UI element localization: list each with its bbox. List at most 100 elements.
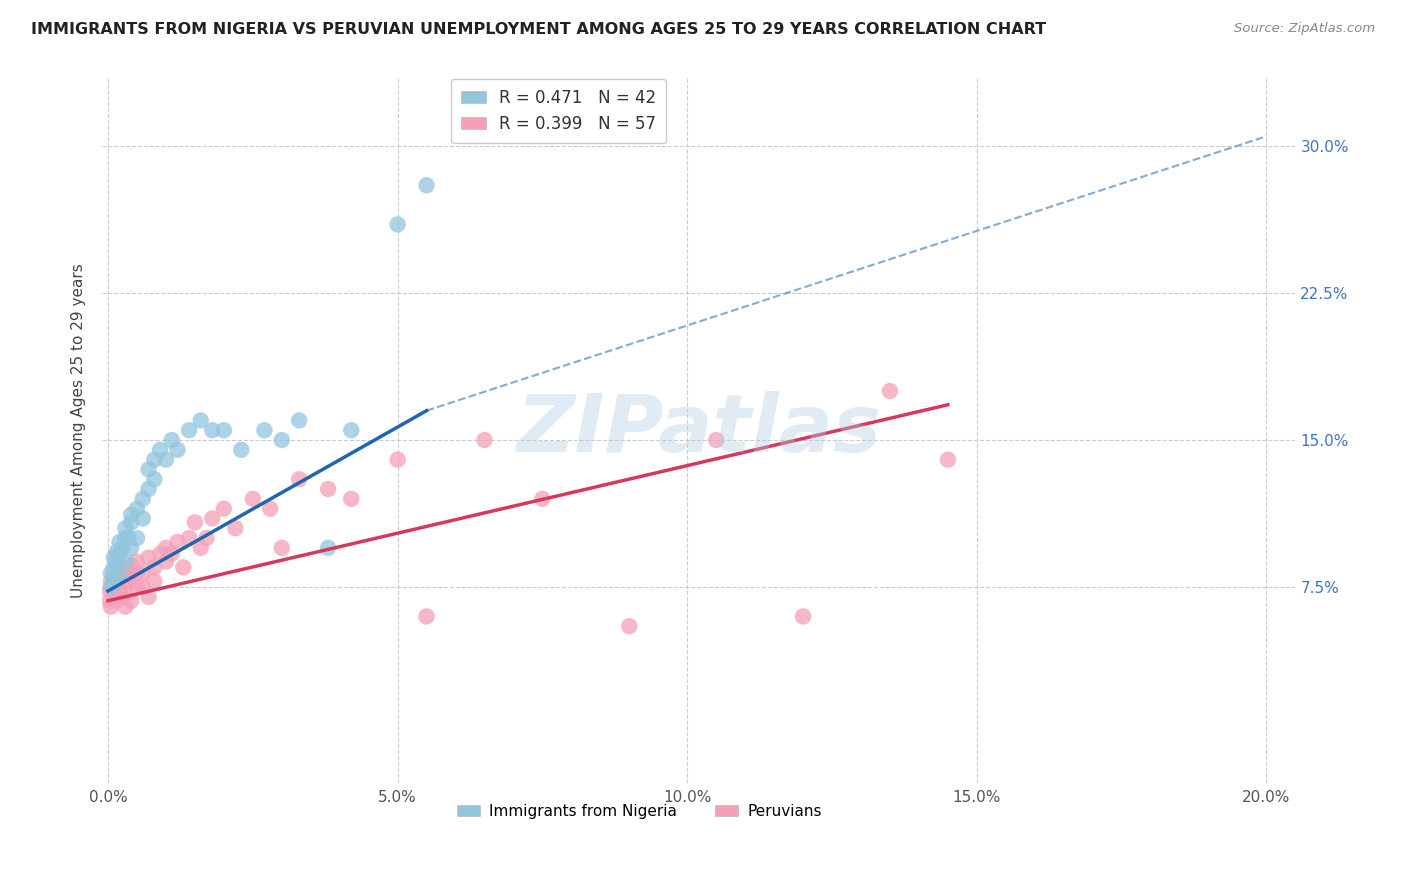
Point [212,423,235,437]
Point [132,580,155,594]
Point [288,472,311,486]
Point [103,560,125,574]
Point [120,570,142,584]
Point [108,574,131,589]
Point [149,547,172,561]
Point [415,178,437,193]
Point [474,433,496,447]
Point [184,516,207,530]
Point [212,501,235,516]
Point [316,541,339,555]
Point [117,574,139,589]
Point [270,541,292,555]
Point [132,511,155,525]
Point [172,560,194,574]
Point [103,580,125,594]
Point [108,586,131,600]
Point [149,442,172,457]
Text: ZIPatlas: ZIPatlas [516,392,882,469]
Point [190,413,212,427]
Point [105,593,128,607]
Point [100,599,122,614]
Point [138,462,160,476]
Point [270,433,292,447]
Point [155,452,177,467]
Point [531,491,554,506]
Point [704,433,727,447]
Point [195,531,218,545]
Point [143,472,166,486]
Point [114,566,136,581]
Point [177,423,200,437]
Point [100,580,122,594]
Point [103,574,125,589]
Y-axis label: Unemployment Among Ages 25 to 29 years: Unemployment Among Ages 25 to 29 years [72,263,86,598]
Point [160,547,183,561]
Point [117,531,139,545]
Point [114,599,136,614]
Point [111,541,134,555]
Point [108,535,131,549]
Point [114,531,136,545]
Point [103,590,125,604]
Point [103,550,125,565]
Point [108,570,131,584]
Point [160,433,183,447]
Point [114,555,136,569]
Point [177,531,200,545]
Point [114,580,136,594]
Point [231,442,253,457]
Point [879,384,901,398]
Point [114,521,136,535]
Point [100,574,122,589]
Point [120,508,142,522]
Point [138,482,160,496]
Point [259,501,281,516]
Point [125,555,148,569]
Point [224,521,246,535]
Point [166,442,188,457]
Point [120,541,142,555]
Legend: Immigrants from Nigeria, Peruvians: Immigrants from Nigeria, Peruvians [451,797,828,825]
Point [340,423,363,437]
Point [125,580,148,594]
Point [166,535,188,549]
Point [125,501,148,516]
Point [190,541,212,555]
Point [108,560,131,574]
Point [120,516,142,530]
Point [105,570,128,584]
Point [111,590,134,604]
Point [155,541,177,555]
Text: IMMIGRANTS FROM NIGERIA VS PERUVIAN UNEMPLOYMENT AMONG AGES 25 TO 29 YEARS CORRE: IMMIGRANTS FROM NIGERIA VS PERUVIAN UNEM… [31,22,1046,37]
Point [288,413,311,427]
Point [316,482,339,496]
Point [242,491,264,506]
Point [105,545,128,559]
Point [132,566,155,581]
Point [143,452,166,467]
Point [125,531,148,545]
Point [143,560,166,574]
Point [201,511,224,525]
Point [108,547,131,561]
Point [120,558,142,573]
Point [98,593,121,607]
Point [98,584,121,599]
Point [340,491,363,506]
Point [619,619,641,633]
Point [415,609,437,624]
Point [138,590,160,604]
Point [155,555,177,569]
Point [201,423,224,437]
Point [387,452,409,467]
Point [138,550,160,565]
Point [100,566,122,581]
Point [143,574,166,589]
Point [936,452,959,467]
Point [792,609,814,624]
Point [387,218,409,232]
Point [105,555,128,569]
Point [120,593,142,607]
Point [103,566,125,581]
